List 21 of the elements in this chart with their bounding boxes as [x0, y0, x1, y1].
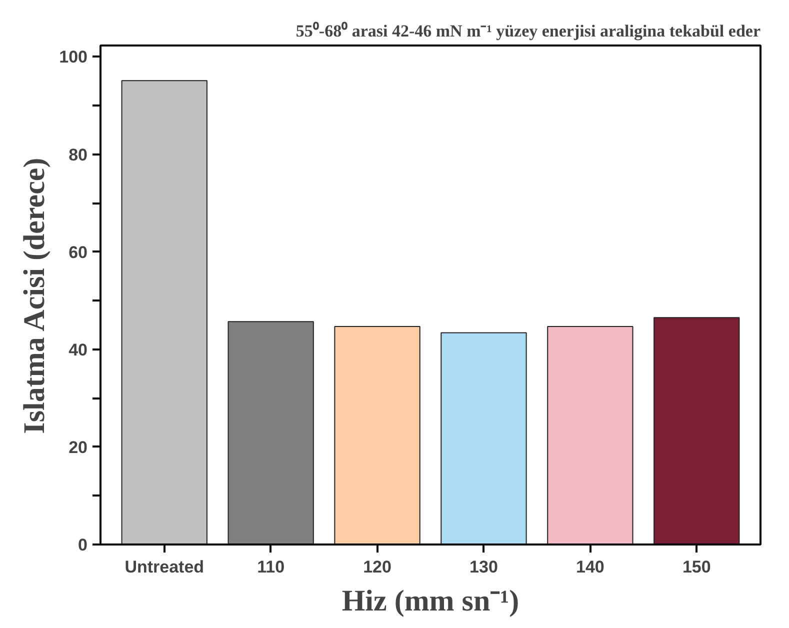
- bar: [440, 332, 527, 544]
- bar: [228, 321, 314, 544]
- x-tick-label: Untreated: [124, 558, 204, 576]
- y-tick-label: 0: [78, 536, 88, 554]
- bar: [121, 80, 208, 544]
- chart-title: 55⁰-68⁰ arasi 42-46 mN m⁻¹ yüzey enerjisi araligina tekabül eder: [296, 22, 761, 40]
- x-tick-label: 150: [682, 558, 711, 576]
- x-axis-title: Hiz (mm sn⁻¹): [342, 584, 520, 618]
- x-tick-label: 110: [257, 558, 285, 576]
- bar: [334, 326, 420, 544]
- bar: [547, 326, 634, 544]
- bar: [654, 317, 740, 544]
- y-tick-label: 80: [68, 145, 88, 164]
- y-tick-label: 20: [68, 438, 88, 457]
- y-tick-label: 40: [68, 340, 88, 360]
- x-tick-label: 120: [363, 558, 392, 576]
- y-tick-label: 60: [68, 242, 88, 262]
- x-tick-label: 140: [576, 558, 604, 576]
- y-tick-label: 100: [59, 48, 88, 67]
- y-axis-title: Islatma Acisi (derece): [18, 158, 52, 434]
- x-tick-label: 130: [470, 558, 498, 576]
